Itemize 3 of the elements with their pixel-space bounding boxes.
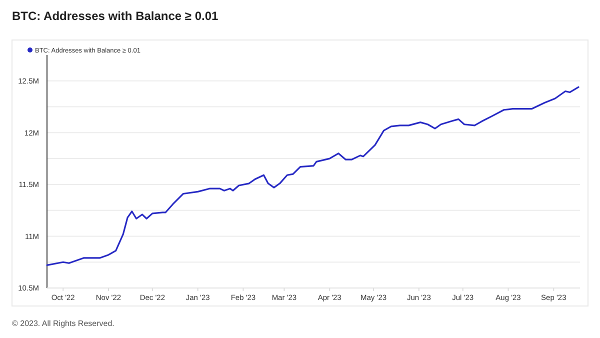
line-series (46, 86, 580, 266)
text: © 2023. All Rights Reserved. (12, 319, 114, 328)
chart-title: BTC: Addresses with Balance ≥ 0.01 (12, 9, 219, 23)
